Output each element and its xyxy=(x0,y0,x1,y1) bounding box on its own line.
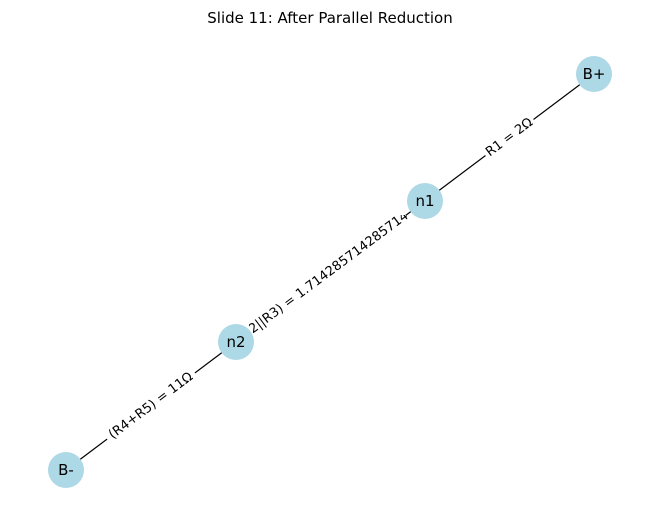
edge-bplus-n1: R1 = 2Ω xyxy=(424,73,595,202)
node-circle xyxy=(576,56,612,92)
node-label: B+ xyxy=(583,65,606,83)
edge-label-r1: R1 = 2Ω xyxy=(483,115,536,160)
node-bplus: B+ xyxy=(576,56,612,92)
edge-n2-bminus: (R4+R5) = 11Ω xyxy=(65,341,237,471)
edge-label-r2-r3: (R2||R3) = 1.7142857142857144Ω xyxy=(235,198,426,346)
node-circle xyxy=(48,452,84,488)
node-circle xyxy=(407,183,443,219)
edge-label-background xyxy=(101,365,201,447)
node-circle xyxy=(218,324,254,360)
edge-label-background xyxy=(480,112,539,163)
edge-label-background xyxy=(249,215,410,334)
node-label: n2 xyxy=(226,333,245,351)
node-label: B- xyxy=(58,461,74,479)
node-bminus: B- xyxy=(48,452,84,488)
edge-label-r4-r5: (R4+R5) = 11Ω xyxy=(106,369,196,442)
diagram-title: Slide 11: After Parallel Reduction xyxy=(207,9,452,27)
node-n2: n2 xyxy=(218,324,254,360)
node-n1: n1 xyxy=(407,183,443,219)
node-label: n1 xyxy=(415,192,434,210)
edge-n1-n2: (R2||R3) = 1.7142857142857144Ω xyxy=(235,198,426,346)
